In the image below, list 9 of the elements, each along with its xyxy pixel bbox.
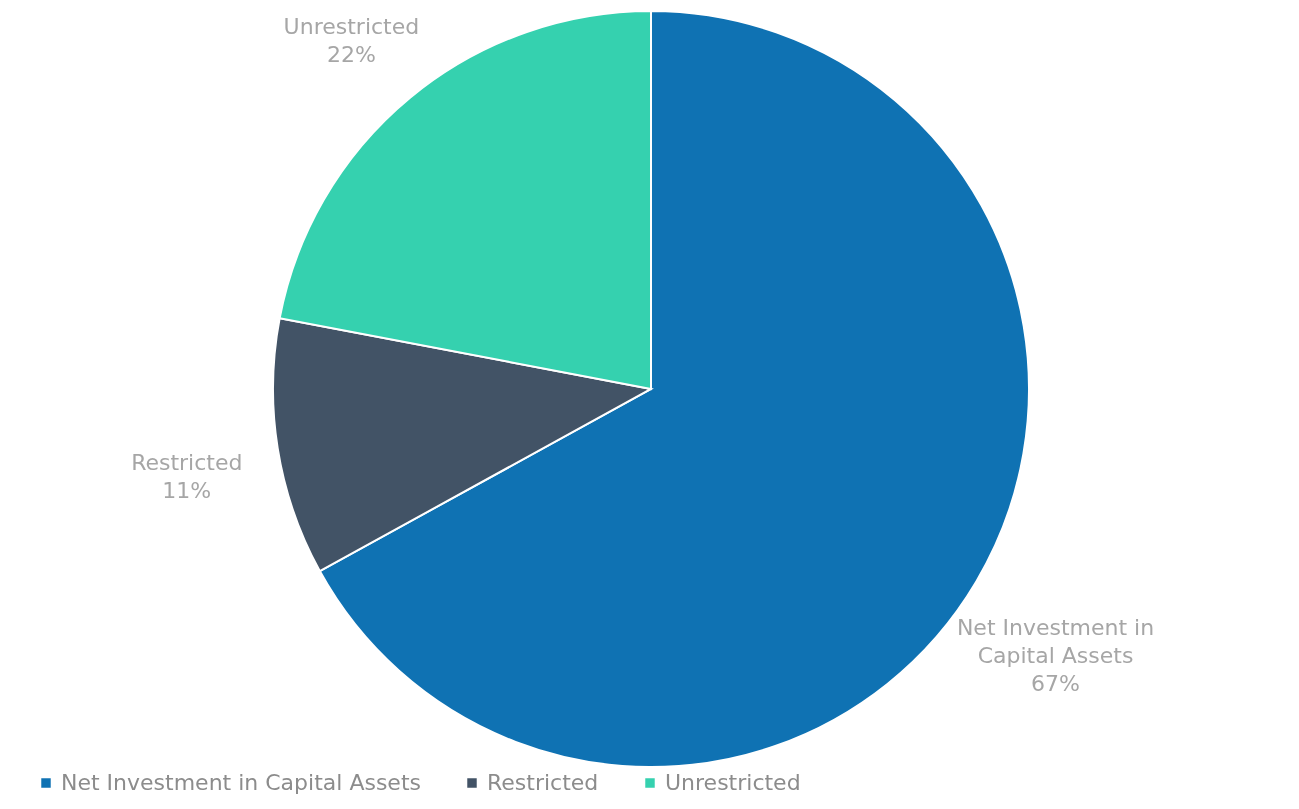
slice-label: Net Investment in Capital Assets [956,615,1155,669]
slice-label: Restricted [131,449,243,475]
legend-label: Unrestricted [665,770,801,795]
data-label: 67% [1031,671,1080,697]
legend-label: Restricted [487,770,599,795]
slice-label: Unrestricted [283,13,420,39]
data-label: 11% [162,477,212,503]
data-label: 22% [326,41,376,67]
legend-label: Net Investment in Capital Assets [61,770,421,795]
